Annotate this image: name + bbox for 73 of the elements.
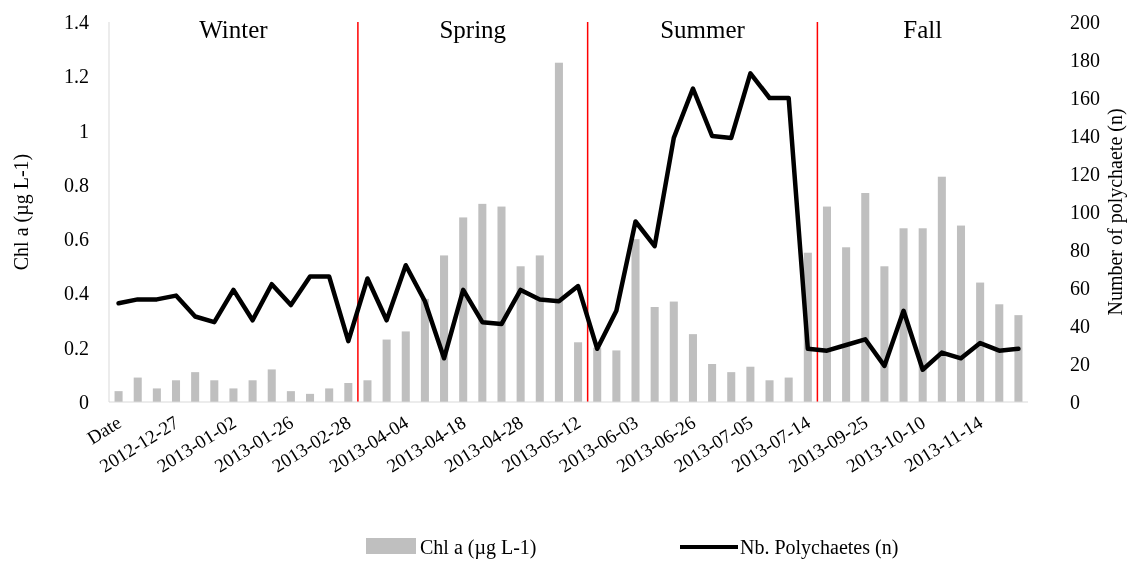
bar bbox=[899, 228, 908, 402]
annotation: Spring bbox=[439, 16, 507, 43]
bar bbox=[784, 377, 793, 402]
bar bbox=[248, 380, 257, 402]
y2-tick-label: 120 bbox=[1070, 163, 1100, 185]
y2-tick-label: 0 bbox=[1070, 391, 1080, 413]
y-axis-title: Chl a (µg L-1) bbox=[10, 153, 33, 271]
bar bbox=[229, 388, 238, 402]
bar bbox=[612, 350, 621, 402]
legend-label: Nb. Polychaetes (n) bbox=[740, 536, 899, 559]
y-tick-label: 0 bbox=[79, 391, 89, 413]
y2-tick-label: 100 bbox=[1070, 201, 1100, 223]
y-tick-label: 1.4 bbox=[64, 11, 89, 33]
bar bbox=[133, 377, 142, 402]
y2-tick-label: 200 bbox=[1070, 11, 1100, 33]
bar bbox=[191, 372, 200, 402]
bar bbox=[420, 298, 429, 402]
bar bbox=[937, 176, 946, 402]
bar bbox=[842, 247, 851, 402]
annotation: Fall bbox=[903, 16, 943, 43]
bar bbox=[650, 307, 659, 402]
annotation: Winter bbox=[199, 16, 269, 43]
bar bbox=[918, 228, 927, 402]
bar bbox=[478, 203, 487, 402]
bar bbox=[382, 339, 391, 402]
bar bbox=[171, 380, 181, 402]
y2-tick-label: 180 bbox=[1070, 49, 1100, 71]
y2-axis-title: Number of polychaete (n) bbox=[1104, 108, 1127, 316]
bar bbox=[669, 301, 678, 402]
bar bbox=[956, 225, 966, 402]
bar bbox=[746, 366, 755, 402]
bar bbox=[401, 331, 410, 402]
bar bbox=[325, 388, 334, 402]
legend-label: Chl a (µg L-1) bbox=[420, 536, 537, 559]
bar bbox=[822, 206, 831, 402]
y-tick-label: 1.2 bbox=[64, 65, 89, 88]
bar bbox=[497, 206, 506, 402]
y2-tick-label: 80 bbox=[1070, 239, 1090, 261]
bar bbox=[535, 255, 544, 402]
bar bbox=[995, 304, 1004, 402]
bar bbox=[1014, 315, 1023, 402]
bar bbox=[152, 388, 161, 402]
y2-tick-label: 60 bbox=[1070, 277, 1090, 299]
y-tick-label: 0.4 bbox=[64, 282, 89, 305]
bar bbox=[363, 380, 372, 402]
y2-tick-label: 40 bbox=[1070, 315, 1090, 337]
bar bbox=[976, 282, 985, 402]
bar bbox=[593, 347, 602, 402]
bar bbox=[286, 391, 295, 402]
y2-tick-label: 160 bbox=[1070, 87, 1100, 109]
annotation: Summer bbox=[660, 16, 746, 43]
bar bbox=[554, 62, 563, 402]
bar bbox=[708, 364, 717, 402]
bar bbox=[861, 193, 870, 402]
y-tick-label: 0.8 bbox=[64, 173, 89, 196]
line-series bbox=[116, 71, 1021, 372]
bar bbox=[344, 383, 353, 402]
y2-tick-label: 20 bbox=[1070, 353, 1090, 375]
bar bbox=[516, 266, 525, 402]
bar bbox=[210, 380, 219, 402]
bar bbox=[574, 342, 583, 402]
y-tick-label: 0.2 bbox=[64, 336, 89, 359]
y-tick-label: 0.6 bbox=[64, 228, 89, 251]
bar bbox=[727, 372, 736, 402]
bar bbox=[765, 380, 774, 402]
bar bbox=[688, 334, 697, 402]
bar bbox=[114, 391, 123, 402]
y-tick-label: 1 bbox=[79, 119, 89, 142]
y2-tick-label: 140 bbox=[1070, 125, 1100, 147]
bar bbox=[267, 369, 276, 402]
bar bbox=[459, 217, 468, 402]
bar bbox=[880, 266, 889, 402]
bar bbox=[631, 239, 640, 402]
